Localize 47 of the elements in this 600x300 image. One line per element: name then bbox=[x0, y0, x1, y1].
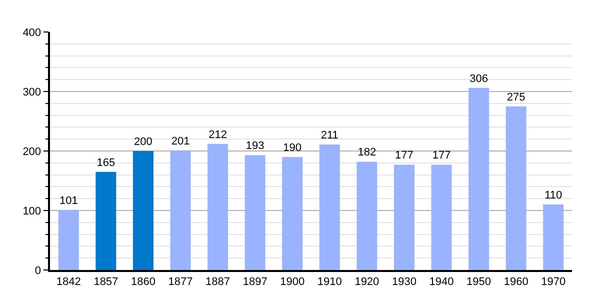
bar bbox=[543, 204, 564, 270]
data-label: 200 bbox=[134, 136, 152, 148]
bar bbox=[506, 106, 526, 270]
data-label: 193 bbox=[246, 140, 264, 152]
x-tick-label: 1960 bbox=[504, 276, 528, 288]
data-label: 177 bbox=[432, 150, 451, 162]
data-label: 182 bbox=[358, 146, 376, 159]
data-label: 306 bbox=[470, 72, 488, 85]
data-label: 177 bbox=[395, 150, 414, 162]
data-label: 212 bbox=[208, 128, 227, 141]
x-tick-label: 1910 bbox=[317, 276, 342, 288]
bar bbox=[244, 155, 266, 270]
data-label: 211 bbox=[320, 129, 338, 142]
x-tick-label: 1920 bbox=[354, 276, 380, 288]
y-tick-label: 300 bbox=[22, 86, 42, 98]
bar bbox=[170, 150, 191, 270]
bar bbox=[96, 172, 116, 270]
data-label: 275 bbox=[506, 91, 526, 104]
x-tick-label: 1897 bbox=[242, 276, 268, 288]
data-label: 110 bbox=[544, 190, 562, 202]
x-tick-label: 1930 bbox=[392, 276, 416, 288]
bar bbox=[468, 88, 490, 270]
bar bbox=[208, 144, 228, 270]
bar bbox=[431, 164, 452, 270]
bar bbox=[319, 144, 340, 270]
x-tick-label: 1940 bbox=[429, 276, 454, 288]
x-tick-label: 1877 bbox=[168, 276, 193, 288]
y-tick-label: 100 bbox=[22, 205, 42, 218]
y-tick-label: 0 bbox=[34, 264, 42, 277]
x-tick-label: 1842 bbox=[56, 276, 81, 288]
bar bbox=[356, 162, 378, 270]
x-tick-label: 1950 bbox=[466, 276, 492, 288]
bar bbox=[58, 210, 79, 270]
bar bbox=[282, 156, 303, 270]
x-tick-label: 1887 bbox=[206, 276, 230, 288]
x-tick-label: 1860 bbox=[130, 276, 156, 288]
x-tick-label: 1970 bbox=[541, 276, 566, 288]
data-label: 201 bbox=[171, 135, 190, 148]
bar bbox=[394, 164, 414, 270]
bar bbox=[132, 151, 154, 270]
data-label: 165 bbox=[96, 156, 116, 169]
y-tick-label: 400 bbox=[22, 26, 42, 39]
x-tick-label: 1900 bbox=[280, 276, 305, 288]
x-tick-label: 1857 bbox=[94, 276, 118, 288]
data-label: 190 bbox=[283, 142, 302, 154]
y-tick-label: 200 bbox=[22, 146, 42, 158]
data-label: 101 bbox=[59, 194, 78, 207]
